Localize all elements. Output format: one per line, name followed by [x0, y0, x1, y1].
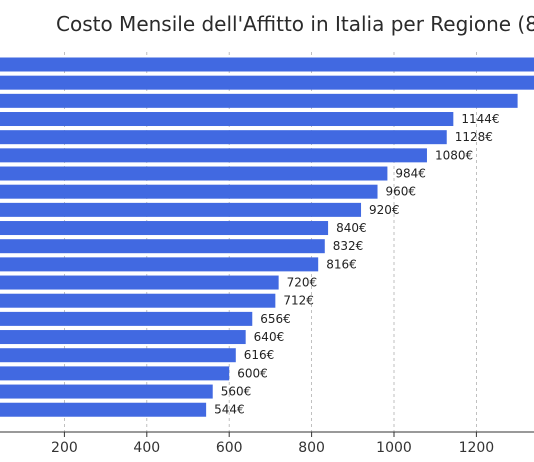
bar-value-label: 960€: [386, 185, 417, 199]
x-axis: 200 400 600 800 1000 1200: [0, 431, 534, 456]
bar: [0, 130, 447, 145]
x-tick-label: 200: [51, 440, 78, 456]
x-tick-label: 600: [216, 440, 243, 456]
bar-value-label: 920€: [369, 203, 400, 217]
bar: [0, 148, 427, 163]
bar-value-label: 1144€: [461, 112, 499, 126]
bar: [0, 75, 534, 90]
bar-value-label: 560€: [221, 385, 252, 399]
x-tick-label: 1000: [376, 440, 412, 456]
bar-value-label: 640€: [254, 330, 285, 344]
bar-value-label: 544€: [214, 403, 245, 417]
bar-value-label: 616€: [244, 348, 275, 362]
bar-value-label: 984€: [395, 167, 426, 181]
bar: [0, 311, 253, 326]
x-tick-label: 400: [133, 440, 160, 456]
bar-value-label: 656€: [260, 312, 291, 326]
bar: [0, 348, 236, 363]
bar: [0, 275, 279, 290]
bar-value-label: 816€: [326, 257, 357, 271]
bar: [0, 184, 378, 199]
bar: [0, 221, 329, 236]
bar: [0, 202, 362, 217]
bar: [0, 112, 454, 127]
bars: [0, 57, 534, 417]
x-tick-label: 800: [298, 440, 325, 456]
value-labels: 1144€ 1128€ 1080€ 984€ 960€ 920€840€ 832€ 816€ 7…: [214, 112, 499, 417]
x-tick-label: 1200: [459, 440, 495, 456]
bar-value-label: 832€: [333, 239, 364, 253]
bar: [0, 366, 230, 381]
bar-value-label: 712€: [283, 294, 314, 308]
chart-title: Costo Mensile dell'Affitto in Italia per…: [56, 12, 534, 36]
bar: [0, 93, 518, 108]
bar: [0, 384, 213, 399]
bar: [0, 239, 325, 254]
bar-value-label: 840€: [336, 221, 367, 235]
bar-value-label: 1128€: [455, 130, 493, 144]
bar: [0, 166, 388, 181]
bar-value-label: 600€: [237, 366, 268, 380]
bar: [0, 257, 319, 272]
bar-value-label: 720€: [287, 276, 318, 290]
bar: [0, 293, 276, 308]
bar: [0, 330, 246, 345]
bar: [0, 402, 207, 417]
bar-value-label: 1080€: [435, 148, 473, 162]
bar: [0, 57, 534, 72]
